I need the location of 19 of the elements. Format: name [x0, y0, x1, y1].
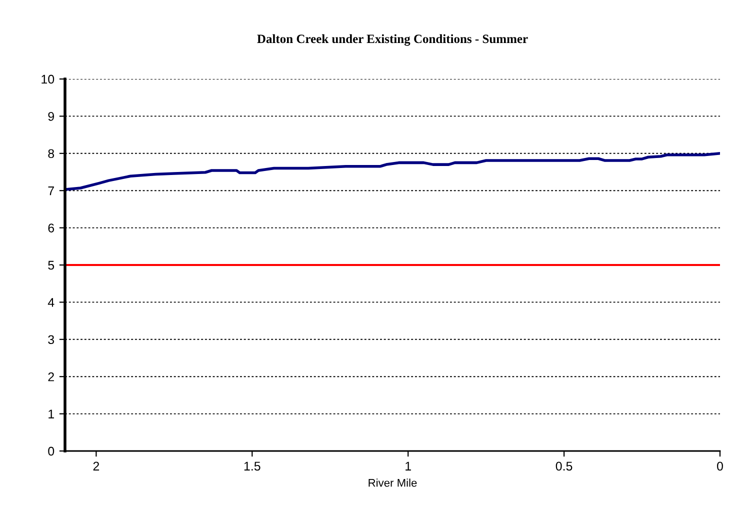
chart-title: Dalton Creek under Existing Conditions - Summer — [257, 34, 528, 46]
y-tick-label: 6 — [48, 224, 54, 232]
y-tick-label: 8 — [48, 149, 54, 158]
x-tick-label: 2 — [93, 462, 100, 470]
x-tick-label: 1.5 — [244, 462, 260, 471]
x-tick-label: 0.5 — [556, 462, 572, 471]
x-tick-label: 1 — [406, 462, 411, 470]
y-tick-label: 2 — [48, 372, 54, 382]
y-tick-label: 5 — [48, 260, 54, 270]
y-tick-label: 4 — [48, 298, 54, 307]
y-tick-label: 0 — [48, 446, 54, 456]
y-tick-label: 7 — [48, 186, 54, 196]
y-tick-label: 3 — [48, 335, 54, 344]
line-series — [65, 152, 720, 191]
y-tick-label: 1 — [48, 410, 54, 418]
x-axis-title: River Mile — [368, 478, 417, 487]
x-tick-label: 0 — [717, 462, 723, 471]
y-tick-label: 9 — [48, 112, 54, 121]
y-tick-label: 10 — [42, 74, 54, 84]
